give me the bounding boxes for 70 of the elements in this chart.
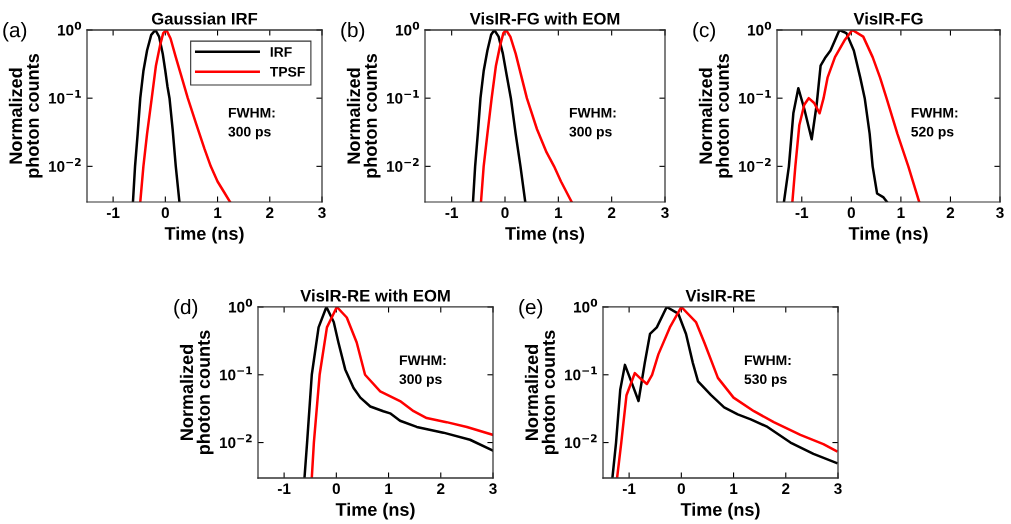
y-axis-title: Normalized photon counts	[179, 330, 214, 454]
annotation: FWHM: 520 ps	[911, 107, 958, 140]
chart-title: VisIR-FG with EOM	[469, 12, 620, 25]
x-tick-label: 2	[607, 207, 616, 218]
y-axis-title: Normalized photon counts	[524, 330, 559, 454]
annotation: FWHM: 530 ps	[744, 355, 791, 387]
x-tick-label: -1	[795, 207, 809, 218]
y-tick-label: 10$^{−2}$	[565, 434, 597, 449]
x-tick-label: 3	[834, 483, 842, 495]
x-tick-label: 1	[214, 207, 222, 218]
line-series	[782, 30, 889, 202]
y-tick-label: 10$^{−2}$	[387, 157, 419, 172]
y-axis-title: Normalized photon counts	[698, 54, 733, 178]
text: (c)	[693, 22, 715, 42]
annotation: FWHM: 300 ps	[228, 107, 275, 140]
x-tick-label: -1	[445, 207, 459, 218]
x-axis-title: Time (ns)	[335, 502, 415, 520]
x-axis-title: Time (ns)	[164, 226, 244, 244]
chart-title: VisIR-FG	[853, 12, 923, 25]
y-tick-label: 10$^{0}$	[229, 298, 253, 313]
legend-label: IRF	[270, 47, 292, 57]
y-tick-label: 10$^{−1}$	[220, 366, 252, 381]
x-tick-label: 0	[847, 207, 855, 219]
y-tick-label: 10$^{−1}$	[739, 89, 771, 104]
x-tick-label: 3	[661, 207, 669, 219]
x-tick-label: 0	[677, 483, 685, 495]
x-tick-label: 2	[946, 207, 955, 218]
x-tick-label: 0	[501, 207, 509, 219]
y-axis-title: Normalized photon counts	[346, 54, 381, 178]
line-series	[471, 30, 527, 202]
x-tick-label: 0	[332, 483, 340, 495]
x-axis-title: Time (ns)	[680, 502, 760, 520]
x-tick-label: 0	[161, 207, 169, 219]
line-series	[131, 30, 181, 202]
x-tick-label: 3	[318, 207, 326, 219]
y-tick-label: 10$^{0}$	[396, 21, 420, 36]
x-tick-label: -1	[277, 483, 291, 494]
chart-title: VisIR-RE	[685, 289, 755, 302]
text: (a)	[3, 22, 27, 42]
chart-title: Gaussian IRF	[151, 12, 258, 25]
y-tick-label: 10$^{0}$	[58, 21, 82, 36]
x-axis-title: Time (ns)	[848, 226, 928, 244]
text: (e)	[519, 299, 543, 319]
y-tick-label: 10$^{0}$	[748, 21, 772, 36]
y-tick-label: 10$^{−2}$	[220, 434, 252, 449]
x-axis-title: Time (ns)	[505, 226, 585, 244]
y-axis-title: Normalized photon counts	[8, 54, 43, 178]
chart-title: VisIR-RE with EOM	[300, 289, 450, 302]
y-tick-label: 10$^{−2}$	[739, 157, 771, 172]
x-tick-label: 1	[730, 483, 738, 494]
y-tick-label: 10$^{−2}$	[49, 157, 81, 172]
x-tick-label: 1	[897, 207, 905, 218]
x-tick-label: 1	[385, 483, 393, 494]
x-tick-label: 1	[555, 207, 563, 218]
y-tick-label: 10$^{0}$	[574, 298, 598, 313]
x-tick-label: 3	[489, 483, 497, 495]
y-tick-label: 10$^{−1}$	[387, 89, 419, 104]
annotation: FWHM: 300 ps	[569, 107, 616, 140]
x-tick-label: -1	[106, 207, 120, 218]
x-tick-label: 2	[782, 483, 790, 494]
annotation: FWHM: 300 ps	[399, 355, 446, 387]
x-tick-label: 3	[996, 207, 1004, 219]
y-tick-label: 10$^{−1}$	[565, 366, 597, 381]
y-tick-label: 10$^{−1}$	[49, 89, 81, 104]
text: (b)	[341, 22, 365, 42]
text: (d)	[174, 299, 198, 319]
legend-label: TPSF	[269, 66, 305, 77]
x-tick-label: 2	[437, 483, 445, 494]
x-tick-label: 2	[266, 207, 274, 218]
x-tick-label: -1	[622, 483, 636, 494]
